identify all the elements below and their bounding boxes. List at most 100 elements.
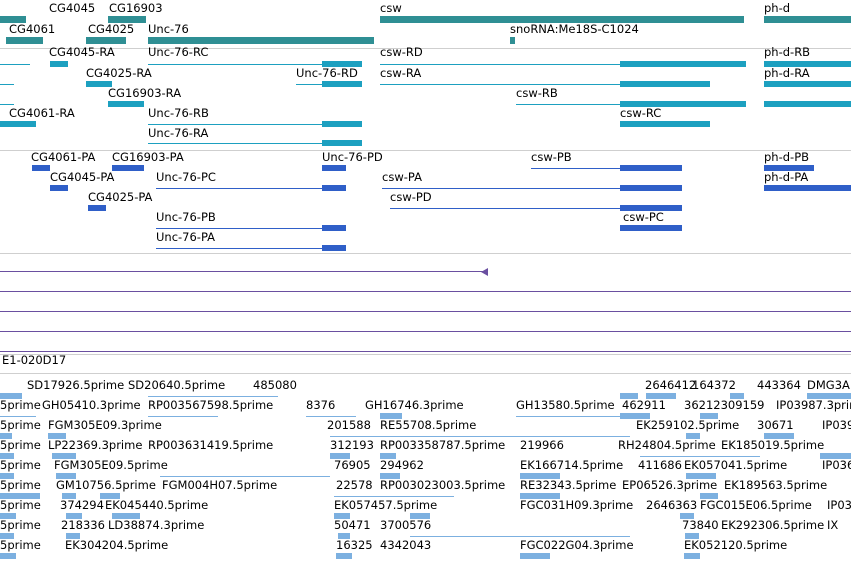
est-label[interactable]: 2646412: [645, 378, 697, 392]
est-label[interactable]: FGC015E06.5prime: [700, 498, 812, 512]
transcript-label[interactable]: Unc-76-RB: [148, 106, 209, 120]
protein-label[interactable]: csw-PD: [390, 190, 432, 204]
transcript-label[interactable]: ph-d-RB: [764, 45, 811, 59]
est-label[interactable]: 5prime: [0, 498, 41, 512]
protein-label[interactable]: CG4061-PA: [31, 150, 96, 164]
est-label[interactable]: LP22369.3prime: [48, 438, 143, 452]
est-block[interactable]: [52, 453, 76, 459]
est-label[interactable]: 2646363: [646, 498, 698, 512]
est-block[interactable]: [0, 393, 22, 399]
exon-block[interactable]: [322, 140, 362, 146]
est-label[interactable]: 76905: [334, 458, 371, 472]
est-block[interactable]: [112, 513, 140, 519]
protein-block[interactable]: [50, 185, 68, 191]
protein-block[interactable]: [322, 185, 346, 191]
est-label[interactable]: FGC022G04.3prime: [520, 538, 634, 552]
est-label[interactable]: 443364: [757, 378, 801, 392]
transcript-label[interactable]: Unc-76-RC: [148, 45, 209, 59]
est-block[interactable]: [380, 453, 396, 459]
protein-block[interactable]: [620, 205, 682, 211]
transcript-label[interactable]: Unc-76-RA: [148, 126, 209, 140]
est-label[interactable]: 16325: [336, 538, 373, 552]
protein-block[interactable]: [764, 185, 851, 191]
est-label[interactable]: IP036: [822, 458, 851, 472]
est-block[interactable]: [66, 513, 82, 519]
est-label[interactable]: RE55708.5prime: [380, 418, 477, 432]
protein-block[interactable]: [88, 205, 106, 211]
est-label[interactable]: 219966: [520, 438, 564, 452]
est-block[interactable]: [680, 513, 694, 519]
est-label[interactable]: EK052120.5prime: [684, 538, 788, 552]
est-block[interactable]: [520, 473, 560, 479]
est-block[interactable]: [646, 393, 676, 399]
exon-block[interactable]: [0, 121, 36, 127]
protein-label[interactable]: Unc-76-PC: [156, 170, 216, 184]
protein-label[interactable]: CG16903-PA: [112, 150, 184, 164]
est-label[interactable]: 30671: [757, 418, 794, 432]
exon-block[interactable]: [764, 101, 851, 107]
est-block[interactable]: [0, 513, 16, 519]
transcript-label[interactable]: csw-RA: [380, 66, 422, 80]
exon-block[interactable]: [322, 61, 362, 67]
est-block[interactable]: [520, 493, 560, 499]
protein-block[interactable]: [32, 165, 50, 171]
protein-block[interactable]: [322, 225, 346, 231]
est-block[interactable]: [330, 453, 350, 459]
est-label[interactable]: 73840: [682, 518, 719, 532]
est-block[interactable]: [0, 473, 14, 479]
est-label[interactable]: FGM004H07.5prime: [162, 478, 278, 492]
gene-label[interactable]: csw: [380, 1, 402, 15]
exon-block[interactable]: [620, 101, 746, 107]
est-label[interactable]: SD17926.5prime: [27, 378, 125, 392]
est-label[interactable]: EP06526.3prime: [622, 478, 718, 492]
est-label[interactable]: 5prime: [0, 398, 41, 412]
est-block[interactable]: [764, 433, 794, 439]
est-block[interactable]: [685, 533, 699, 539]
est-block[interactable]: [700, 413, 718, 419]
protein-block[interactable]: [620, 165, 682, 171]
est-label[interactable]: EK304204.5prime: [65, 538, 169, 552]
est-label[interactable]: 485080: [253, 378, 297, 392]
est-block[interactable]: [0, 533, 14, 539]
est-label[interactable]: EK045440.5prime: [105, 498, 209, 512]
est-block[interactable]: [684, 553, 700, 559]
est-label[interactable]: 312193: [330, 438, 374, 452]
est-label[interactable]: GH05410.3prime: [42, 398, 141, 412]
gene-label[interactable]: CG16903: [109, 1, 163, 15]
est-label[interactable]: 4342043: [380, 538, 432, 552]
est-block[interactable]: [48, 433, 66, 439]
transcript-label[interactable]: CG4025-RA: [86, 66, 152, 80]
alignment-line[interactable]: [0, 351, 851, 352]
gene-bar-cg4061[interactable]: [6, 37, 43, 44]
protein-label[interactable]: CG4025-PA: [88, 190, 153, 204]
est-block[interactable]: [686, 473, 716, 479]
est-label[interactable]: 374294: [60, 498, 104, 512]
gene-label[interactable]: CG4025: [88, 22, 135, 36]
est-block[interactable]: [0, 453, 14, 459]
transcript-label[interactable]: CG4045-RA: [49, 45, 115, 59]
protein-block[interactable]: [620, 185, 682, 191]
est-block[interactable]: [338, 533, 350, 539]
est-label[interactable]: FGM305E09.5prime: [54, 458, 168, 472]
est-block[interactable]: [66, 533, 80, 539]
est-block[interactable]: [0, 433, 12, 439]
est-label[interactable]: EK057457.5prime: [334, 498, 438, 512]
est-label[interactable]: 5prime: [0, 418, 41, 432]
gene-bar-cg4045[interactable]: [0, 16, 26, 23]
gene-label[interactable]: CG4061: [9, 22, 56, 36]
est-label[interactable]: 462911: [622, 398, 666, 412]
gene-bar-cg16903[interactable]: [108, 16, 146, 23]
est-label[interactable]: 5prime: [0, 438, 41, 452]
est-label[interactable]: RP003358787.5prime: [380, 438, 506, 452]
est-label[interactable]: 5prime: [0, 518, 41, 532]
gene-label[interactable]: snoRNA:Me18S-C1024: [510, 22, 639, 36]
gene-bar-csw[interactable]: [380, 16, 744, 23]
est-label[interactable]: EK057041.5prime: [684, 458, 788, 472]
est-label[interactable]: 164372: [692, 378, 736, 392]
exon-block[interactable]: [322, 121, 362, 127]
est-label[interactable]: 36212309159: [684, 398, 765, 412]
exon-block[interactable]: [764, 61, 851, 67]
est-label[interactable]: RH24804.5prime: [618, 438, 716, 452]
protein-label[interactable]: ph-d-PA: [764, 170, 809, 184]
protein-label[interactable]: CG4045-PA: [50, 170, 115, 184]
